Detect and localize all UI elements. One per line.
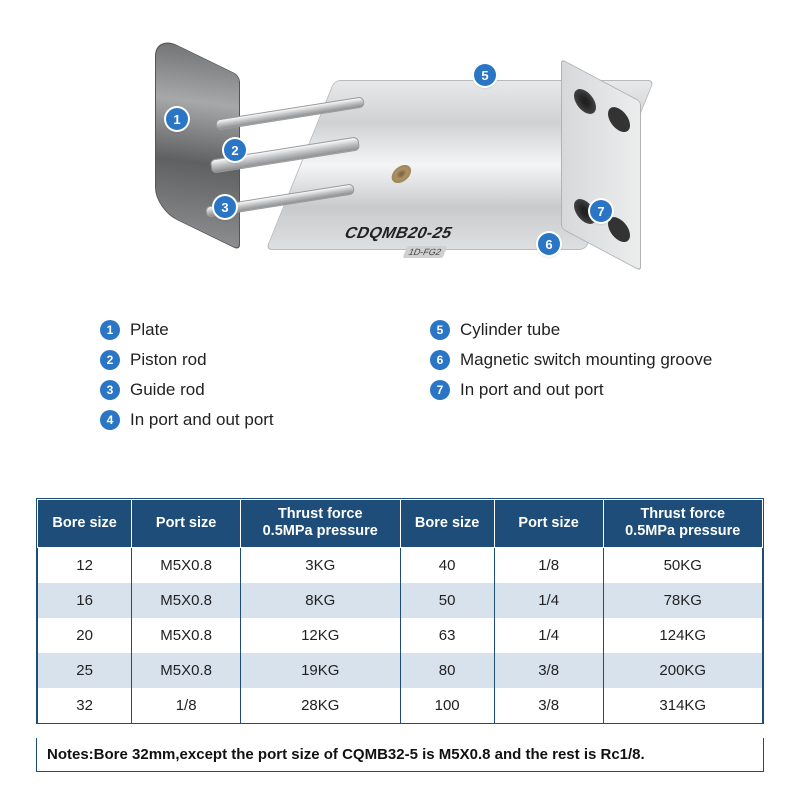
legend-item-4: 4 In port and out port	[100, 410, 390, 430]
callout-marker-6: 6	[538, 233, 560, 255]
table-cell: 63	[400, 618, 494, 653]
product-illustration: CDQMB20-25 1D-FG2 1 2 3 5 6 7	[0, 0, 800, 310]
callout-marker-1: 1	[166, 108, 188, 130]
table-cell: M5X0.8	[132, 653, 241, 688]
legend-label: Magnetic switch mounting groove	[460, 350, 712, 370]
table-cell: 50KG	[603, 547, 763, 583]
col-header: Thrust force 0.5MPa pressure	[241, 500, 401, 548]
table-cell: 12KG	[241, 618, 401, 653]
legend-item-2: 2 Piston rod	[100, 350, 390, 370]
col-header: Port size	[494, 500, 603, 548]
table-cell: 124KG	[603, 618, 763, 653]
parts-legend: 1 Plate 5 Cylinder tube 2 Piston rod 6 Magnetic…	[100, 320, 720, 430]
table-cell: 1/8	[132, 688, 241, 723]
legend-badge-6: 6	[430, 350, 450, 370]
legend-badge-2: 2	[100, 350, 120, 370]
table-cell: 314KG	[603, 688, 763, 723]
legend-label: Cylinder tube	[460, 320, 560, 340]
legend-badge-3: 3	[100, 380, 120, 400]
table-cell: 28KG	[241, 688, 401, 723]
table-cell: 80	[400, 653, 494, 688]
legend-item-3: 3 Guide rod	[100, 380, 390, 400]
legend-label: In port and out port	[460, 380, 604, 400]
table-cell: 8KG	[241, 583, 401, 618]
table-row: 20M5X0.812KG631/4124KG	[38, 618, 763, 653]
table-cell: 3KG	[241, 547, 401, 583]
model-sub-label: 1D-FG2	[403, 246, 448, 258]
col-header: Thrust force 0.5MPa pressure	[603, 500, 763, 548]
table-cell: 32	[38, 688, 132, 723]
legend-badge-1: 1	[100, 320, 120, 340]
legend-item-5: 5 Cylinder tube	[430, 320, 720, 340]
table-cell: 16	[38, 583, 132, 618]
legend-item-7: 7 In port and out port	[430, 380, 720, 400]
table-cell: 19KG	[241, 653, 401, 688]
table-cell: M5X0.8	[132, 618, 241, 653]
table-row: 16M5X0.88KG501/478KG	[38, 583, 763, 618]
table-cell: M5X0.8	[132, 583, 241, 618]
legend-badge-7: 7	[430, 380, 450, 400]
table-cell: 25	[38, 653, 132, 688]
callout-marker-2: 2	[224, 139, 246, 161]
table-row: 25M5X0.819KG803/8200KG	[38, 653, 763, 688]
table-cell: 78KG	[603, 583, 763, 618]
col-header: Bore size	[400, 500, 494, 548]
legend-label: Piston rod	[130, 350, 207, 370]
legend-item-1: 1 Plate	[100, 320, 390, 340]
legend-label: Guide rod	[130, 380, 205, 400]
table-cell: 50	[400, 583, 494, 618]
col-header: Port size	[132, 500, 241, 548]
legend-label: Plate	[130, 320, 169, 340]
table-cell: 200KG	[603, 653, 763, 688]
table-cell: 12	[38, 547, 132, 583]
col-header: Bore size	[38, 500, 132, 548]
legend-item-6: 6 Magnetic switch mounting groove	[430, 350, 720, 370]
table-cell: 20	[38, 618, 132, 653]
legend-label: In port and out port	[130, 410, 274, 430]
table-cell: 1/8	[494, 547, 603, 583]
table-cell: 100	[400, 688, 494, 723]
legend-badge-5: 5	[430, 320, 450, 340]
table-cell: 1/4	[494, 618, 603, 653]
spec-table-container: Bore sizePort sizeThrust force 0.5MPa pr…	[36, 498, 764, 724]
table-cell: 3/8	[494, 653, 603, 688]
callout-marker-5: 5	[474, 64, 496, 86]
table-cell: 3/8	[494, 688, 603, 723]
table-header-row: Bore sizePort sizeThrust force 0.5MPa pr…	[38, 500, 763, 548]
callout-marker-7: 7	[590, 200, 612, 222]
table-row: 321/828KG1003/8314KG	[38, 688, 763, 723]
table-cell: M5X0.8	[132, 547, 241, 583]
table-row: 12M5X0.83KG401/850KG	[38, 547, 763, 583]
model-number-label: CDQMB20-25	[341, 225, 455, 243]
table-cell: 1/4	[494, 583, 603, 618]
table-body: 12M5X0.83KG401/850KG16M5X0.88KG501/478KG…	[38, 547, 763, 723]
legend-badge-4: 4	[100, 410, 120, 430]
spec-table: Bore sizePort sizeThrust force 0.5MPa pr…	[37, 499, 763, 723]
callout-marker-3: 3	[214, 196, 236, 218]
table-notes: Notes:Bore 32mm,except the port size of …	[36, 738, 764, 772]
table-cell: 40	[400, 547, 494, 583]
